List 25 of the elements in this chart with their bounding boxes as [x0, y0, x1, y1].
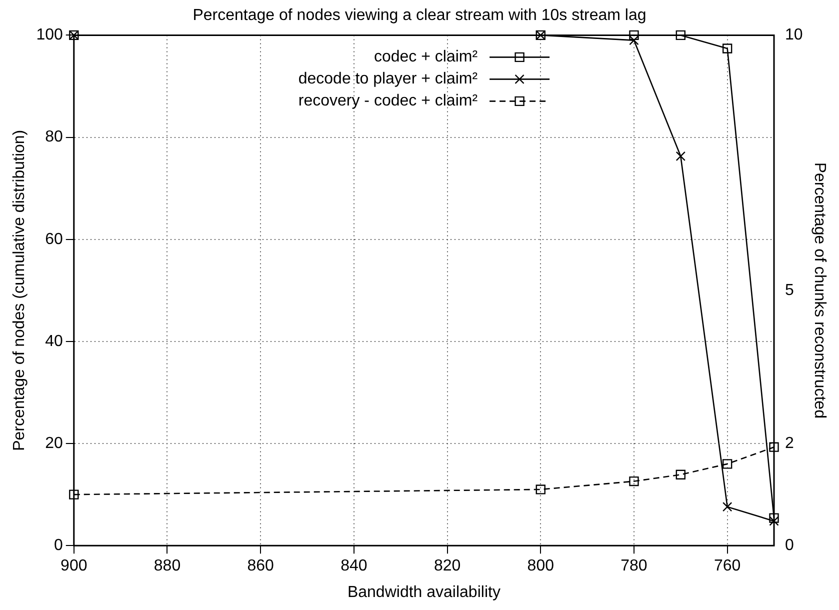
- y2-tick-label: 0: [785, 537, 794, 554]
- y2-tick-label: 2: [785, 434, 794, 452]
- x-tick-label: 820: [434, 558, 461, 575]
- x-tick-label: 800: [527, 558, 554, 575]
- y-axis-title: Percentage of nodes (cumulative distribution): [11, 130, 28, 451]
- y-tick-label: 40: [45, 332, 63, 350]
- x-axis-title: Bandwidth availability: [347, 584, 500, 601]
- x-tick-label: 840: [340, 558, 368, 575]
- x-tick-label: 880: [154, 558, 181, 575]
- y-tick-label: 100: [36, 26, 63, 44]
- y-tick-label: 60: [45, 230, 63, 248]
- x-tick-label: 900: [60, 558, 88, 575]
- legend-label: decode to player + claim²: [298, 70, 478, 88]
- y-tick-label: 20: [45, 434, 63, 452]
- y2-axis-title: Percentage of chunks reconstructed: [810, 162, 828, 418]
- chart-title: Percentage of nodes viewing a clear stream with 10s stream lag: [192, 7, 646, 24]
- y2-tick-label: 10: [785, 26, 803, 44]
- x-tick-label: 780: [620, 558, 648, 575]
- y2-tick-label: 5: [785, 282, 794, 299]
- y-tick-label: 0: [54, 537, 63, 554]
- legend-label: recovery - codec + claim²: [298, 92, 478, 110]
- x-tick-label: 760: [714, 558, 741, 575]
- y-tick-label: 80: [45, 128, 63, 146]
- legend-label: codec + claim²: [374, 48, 478, 66]
- x-tick-label: 860: [247, 558, 274, 575]
